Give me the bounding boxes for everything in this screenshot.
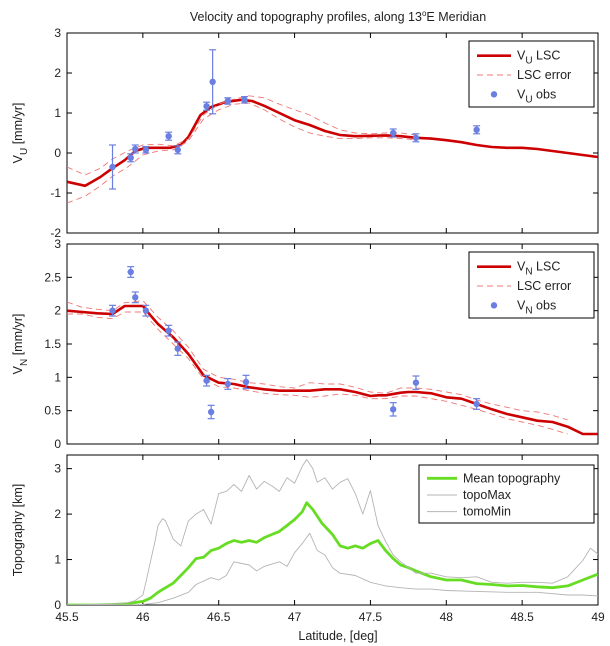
y-axis-label-topo: Topography [km] [11, 484, 25, 576]
y-tick-label: 2 [54, 304, 61, 318]
legend-label: VN LSC [517, 260, 560, 278]
legend-box [468, 251, 595, 319]
x-tick-label: 48 [440, 610, 454, 624]
series-topo-min [67, 532, 598, 605]
y-tick-label: -1 [50, 186, 61, 200]
data-point [203, 377, 210, 384]
data-point [142, 307, 150, 314]
data-point [412, 134, 420, 141]
data-point [165, 327, 172, 334]
legend-swatch [490, 302, 498, 309]
x-tick-label: 45.5 [55, 610, 79, 624]
data-point [132, 145, 139, 153]
legend-box [468, 40, 595, 108]
data-point [109, 163, 116, 171]
data-point [224, 380, 232, 388]
x-tick-label: 47.5 [359, 610, 383, 624]
y-tick-label: 2.5 [44, 270, 61, 284]
data-point [389, 129, 397, 137]
data-point [207, 408, 215, 416]
legend-box [418, 464, 595, 524]
y-axis-label-vn: VN [mm/yr] [11, 314, 30, 375]
data-point [473, 400, 480, 408]
y-tick-label: 2 [54, 66, 61, 80]
panel-topo: 45.5 46 46.5 47 47.5 48 48.5 49 0 1 2 3 Topography [… [11, 454, 605, 624]
y-tick-label: 1 [54, 370, 61, 384]
y-tick-label: 0 [54, 437, 61, 451]
data-point [412, 379, 420, 386]
x-tick-label: 46.5 [207, 610, 231, 624]
x-axis-label: Latitude, [deg] [298, 629, 377, 643]
y-tick-label: 2 [54, 507, 61, 521]
legend-label: Mean topography [463, 471, 561, 485]
y-tick-label: 1.5 [44, 337, 61, 351]
data-point [109, 307, 116, 314]
data-point [174, 345, 181, 352]
plot-marks-vu [67, 49, 598, 204]
legend-label: LSC error [517, 68, 571, 82]
data-point [127, 268, 134, 276]
y-tick-label: 3 [54, 237, 61, 251]
plot-marks-vn [67, 266, 598, 436]
data-point [224, 97, 232, 105]
data-point [174, 146, 181, 153]
legend-topo: Mean topography topoMax tomoMin [418, 464, 595, 524]
y-tick-label: 0.5 [44, 404, 61, 418]
series-vn-lsc [67, 304, 598, 436]
data-point [127, 154, 134, 161]
data-point [242, 378, 250, 386]
y-tick-label: 3 [54, 462, 61, 476]
series-vu-lsc [67, 98, 598, 188]
legend-label: VU obs [517, 87, 556, 105]
y-tick-label: -2 [50, 226, 61, 240]
figure-title: Velocity and topography profiles, along … [190, 9, 486, 24]
legend-label: VN obs [517, 298, 556, 316]
y-tick-label: 0 [54, 598, 61, 612]
y-tick-label: 0 [54, 146, 61, 160]
data-point [142, 146, 150, 153]
x-tick-label: 49 [591, 610, 605, 624]
y-tick-label: 1 [54, 553, 61, 567]
x-tick-label: 46 [136, 610, 150, 624]
series-vn-err_lower [67, 311, 568, 435]
legend-label: VU LSC [517, 49, 560, 67]
legend-label: LSC error [517, 279, 571, 293]
series-vu-err_upper [67, 95, 416, 176]
data-point [241, 96, 248, 104]
data-point [165, 133, 172, 140]
legend-label: topoMax [463, 488, 512, 502]
data-point [209, 78, 216, 86]
legend-swatch [490, 91, 498, 98]
data-point [132, 294, 139, 301]
series-topo-mean [67, 501, 598, 605]
series-topo-max [67, 459, 598, 605]
y-axis-label-vu: VU [mm/yr] [11, 103, 30, 164]
y-tick-label: 3 [54, 26, 61, 40]
data-point [203, 103, 210, 110]
data-point [473, 126, 480, 133]
y-tick-label: 1 [54, 106, 61, 120]
data-point [389, 406, 397, 413]
series-vu-err_lower [67, 102, 416, 204]
legend-label: tomoMin [463, 505, 511, 519]
series-vn-err_upper [67, 300, 568, 421]
x-tick-label: 47 [288, 610, 302, 624]
x-tick-label: 48.5 [510, 610, 534, 624]
plot-marks-topo [67, 459, 598, 605]
